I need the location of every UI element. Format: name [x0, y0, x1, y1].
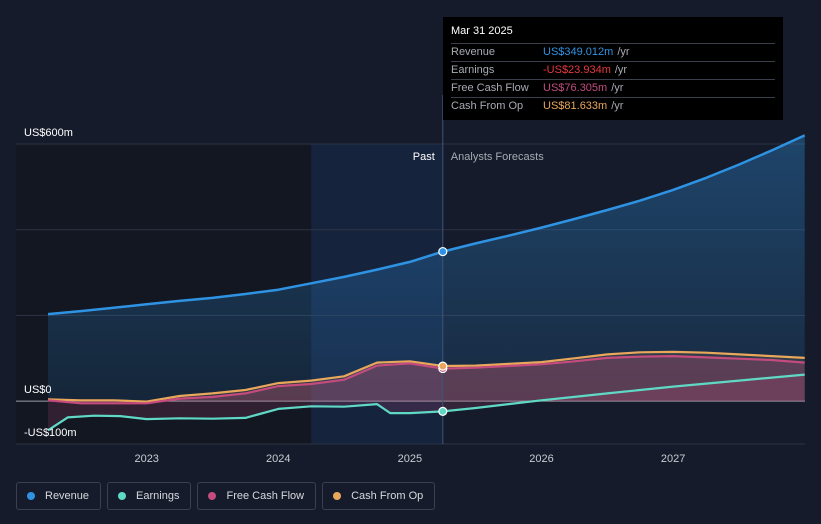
xtick-label: 2027	[661, 453, 685, 465]
tooltip-value: -US$23.934m	[543, 64, 611, 76]
tooltip-value: US$76.305m	[543, 82, 608, 94]
xtick-label: 2025	[398, 453, 422, 465]
legend-dot-icon	[208, 492, 217, 500]
forecast-label: Analysts Forecasts	[451, 151, 544, 163]
legend-item-free-cash-flow[interactable]: Free Cash Flow	[197, 482, 317, 510]
tooltip-value: US$349.012m	[543, 46, 614, 58]
tooltip-label: Earnings	[451, 64, 495, 76]
series-line-earnings	[47, 373, 805, 432]
tooltip-label: Cash From Op	[451, 100, 524, 112]
legend-dot-icon	[27, 492, 35, 500]
cash-from-op-area	[48, 351, 805, 402]
tooltip-row-free-cash-flow: Free Cash Flow US$76.305m /yr	[451, 80, 775, 98]
tooltip-label: Revenue	[451, 46, 496, 58]
series-line-revenue	[47, 134, 806, 316]
legend-label: Free Cash Flow	[226, 490, 305, 502]
legend-dot-icon	[118, 492, 127, 500]
legend-item-cash-from-op[interactable]: Cash From Op	[322, 482, 436, 510]
tooltip: Mar 31 2025 Revenue US$349.012m /yr Earn…	[443, 17, 783, 120]
tooltip-unit: /yr	[611, 82, 624, 94]
legend-item-revenue[interactable]: Revenue	[16, 482, 102, 510]
xtick-label: 2024	[266, 453, 290, 465]
tooltip-row-revenue: Revenue US$349.012m /yr	[451, 44, 775, 62]
tooltip-unit: /yr	[611, 100, 624, 112]
tooltip-row-cash-from-op: Cash From Op US$81.633m /yr	[451, 98, 775, 115]
legend: Revenue Earnings Free Cash Flow Cash Fro…	[16, 482, 441, 510]
marker-cash-from-op	[438, 361, 448, 371]
legend-dot-icon	[333, 492, 342, 500]
past-label: Past	[413, 151, 435, 163]
revenue-area	[48, 135, 805, 402]
legend-label: Cash From Op	[351, 490, 424, 502]
legend-item-earnings[interactable]: Earnings	[107, 482, 192, 510]
legend-label: Revenue	[45, 490, 90, 502]
ytick-label: -US$100m	[24, 427, 77, 439]
legend-label: Earnings	[136, 490, 180, 502]
ytick-label: US$600m	[24, 127, 73, 139]
xtick-label: 2023	[134, 453, 158, 465]
tooltip-row-earnings: Earnings -US$23.934m /yr	[451, 62, 775, 80]
xtick-label: 2026	[529, 453, 553, 465]
ytick-label: US$0	[24, 384, 52, 396]
tooltip-date: Mar 31 2025	[451, 23, 775, 44]
tooltip-unit: /yr	[614, 64, 628, 76]
tooltip-label: Free Cash Flow	[451, 82, 529, 94]
marker-revenue	[438, 246, 448, 257]
earnings-area	[48, 374, 805, 431]
marker-earnings	[438, 406, 448, 417]
series-line-free-cash-flow	[47, 355, 805, 405]
series-line-cash-from-op	[47, 350, 805, 403]
tooltip-unit: /yr	[617, 46, 630, 58]
tooltip-value: US$81.633m	[543, 100, 608, 112]
